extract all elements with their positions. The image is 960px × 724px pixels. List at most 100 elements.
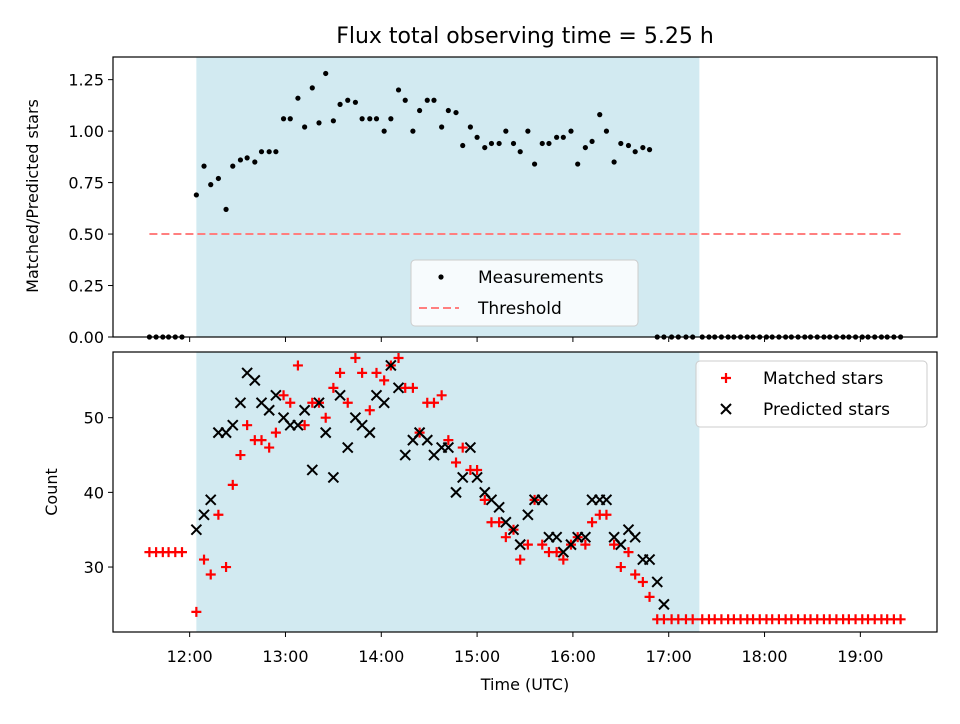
matched-star-marker [292,360,303,371]
measurement-point [273,149,279,155]
predicted-star-marker [298,404,311,416]
matched-star-marker [601,509,612,520]
predicted-star-marker [234,397,247,409]
measurement-point [244,155,250,161]
predicted-star-marker [550,531,563,543]
measurement-point [589,138,595,145]
measurement-point [539,140,545,147]
matched-star-marker [264,442,275,453]
matched-star-marker [176,547,187,558]
measurement-point [230,163,236,169]
matched-star-marker [407,382,418,393]
predicted-star-marker [615,538,627,551]
measurement-point [439,124,445,130]
matched-star-marker [299,420,310,431]
measurement-point [488,140,495,147]
measurement-point [460,142,466,149]
matched-star-marker [522,539,533,550]
predicted-star-marker [249,374,261,387]
matched-star-marker [451,457,462,468]
matched-star-marker [242,420,253,431]
matched-star-marker [609,539,620,550]
predicted-star-marker [514,538,526,551]
legend-label: Measurements [478,268,604,288]
legend-label: Matched stars [763,369,883,389]
measurement-point [646,147,653,153]
measurement-point [582,144,588,151]
predicted-star-marker [600,494,613,506]
y-tick-label: 40 [84,483,104,502]
legend-marker-plus [721,373,731,383]
y-tick-label: 0.25 [68,277,104,296]
matched-star-marker [428,397,439,408]
predicted-star-marker [658,598,670,611]
measurement-point [373,116,380,122]
measurement-point [568,128,574,134]
x-tick-label: 12:00 [167,647,213,666]
predicted-star-marker [643,553,656,566]
predicted-star-marker [342,441,354,454]
observing-span-shade [196,352,700,632]
measurement-point [611,159,617,165]
predicted-star-marker [313,397,325,409]
matched-star-marker [436,390,447,401]
measurement-point [618,140,624,147]
matched-star-marker [630,569,641,580]
matched-star-marker [364,405,375,416]
matched-star-marker [335,367,346,378]
matched-star-marker [278,390,289,401]
matched-star-marker [221,562,232,573]
x-tick-label: 16:00 [550,647,596,666]
y-tick-label: 50 [84,409,104,428]
measurement-point [525,128,531,134]
y-tick-label: 0.00 [68,328,104,347]
matched-star-marker [443,435,454,446]
matched-star-marker [587,517,598,528]
measurement-point [410,128,416,134]
legend: Measurements Threshold [410,259,639,327]
matched-star-marker [615,562,626,573]
measurement-point [367,116,373,122]
measurement-point [252,159,258,165]
matched-star-marker [500,532,511,543]
predicted-star-marker [522,509,534,521]
measurement-point [597,112,603,118]
predicted-star-marker [263,404,275,416]
matched-star-marker [285,397,296,408]
y-axis-label-ratio: Matched/Predicted stars [23,99,42,293]
measurement-point [560,134,566,140]
predicted-star-marker [493,501,505,514]
measurement-point [201,163,207,169]
predicted-star-marker [364,426,376,439]
measurement-point [316,120,322,126]
predicted-star-marker [319,426,332,439]
measurement-point [359,116,365,122]
x-tick-label: 14:00 [358,647,404,666]
matched-star-marker [227,479,238,490]
predicted-star-marker [378,397,390,409]
measurement-point [223,206,229,212]
predicted-star-marker [205,494,217,506]
measurement-point [388,116,394,122]
y-tick-label: 1.25 [68,71,104,90]
measurement-point [193,192,199,198]
measurement-point [445,107,451,114]
x-tick-label: 13:00 [262,647,308,666]
matched-star-marker [393,352,404,363]
predicted-star-marker [457,471,469,484]
matched-star-marker [644,591,655,602]
measurement-point [531,161,538,167]
measurement-point [323,70,329,77]
predicted-star-marker [270,389,282,402]
bottom-panel: 30 40 50 12:00 13:00 14:00 15:00 16:00 17:00 18:0… [84,351,938,666]
chart-title: Flux total observing time = 5.25 h [336,24,714,49]
measurement-point [503,128,509,134]
matched-star-marker [235,450,246,461]
predicted-star-marker [471,471,483,484]
measurement-point [280,116,287,122]
predicted-star-marker [392,382,405,394]
measurement-point [309,85,315,91]
predicted-star-marker [579,531,592,543]
measurement-point [424,97,430,103]
measurement-point [295,95,301,101]
